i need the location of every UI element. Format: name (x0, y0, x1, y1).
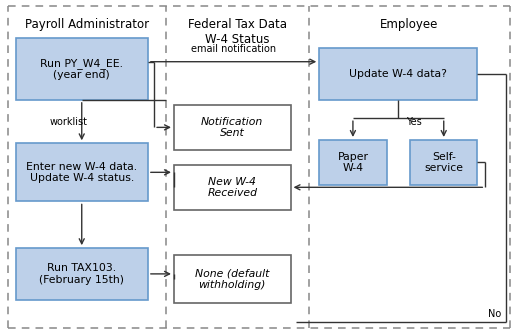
Text: Employee: Employee (380, 18, 439, 31)
Bar (319, 140, 387, 185)
Bar (16, 38, 148, 100)
Text: Self-
service: Self- service (424, 152, 463, 173)
Bar (174, 165, 291, 210)
Text: worklist: worklist (50, 117, 88, 127)
Text: Run TAX103.
(February 15th): Run TAX103. (February 15th) (39, 263, 124, 285)
Bar (410, 140, 477, 185)
Text: Run PY_W4_EE.
(year end): Run PY_W4_EE. (year end) (40, 58, 123, 80)
Text: Payroll Administrator: Payroll Administrator (25, 18, 149, 31)
Text: Notification
Sent: Notification Sent (201, 117, 263, 138)
Bar (16, 248, 148, 300)
Text: None (default
withholding): None (default withholding) (195, 268, 269, 290)
Text: Enter new W-4 data.
Update W-4 status.: Enter new W-4 data. Update W-4 status. (26, 162, 138, 183)
Text: Yes: Yes (406, 117, 422, 127)
Text: No: No (487, 309, 501, 319)
Bar (174, 105, 291, 150)
Bar (174, 255, 291, 303)
Bar (16, 143, 148, 201)
Text: email notification: email notification (191, 44, 276, 54)
Text: New W-4
Received: New W-4 Received (207, 176, 257, 198)
Text: Paper
W-4: Paper W-4 (337, 152, 368, 173)
Text: Update W-4 data?: Update W-4 data? (349, 69, 447, 79)
Bar (319, 48, 477, 100)
Text: Federal Tax Data
W-4 Status: Federal Tax Data W-4 Status (188, 18, 287, 46)
